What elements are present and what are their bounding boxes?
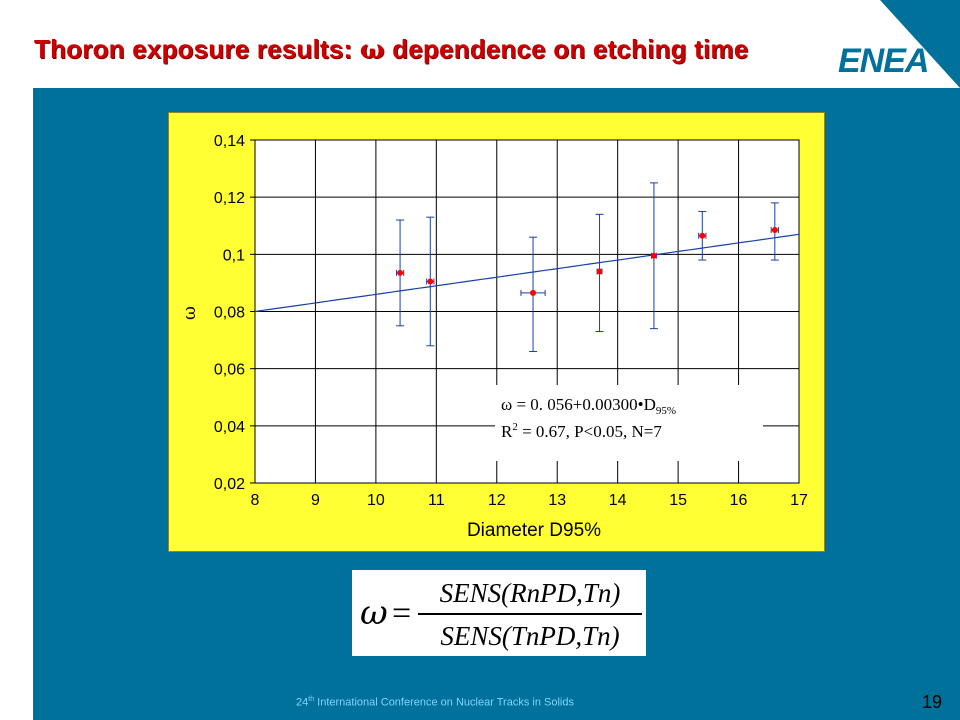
data-point-marker bbox=[427, 278, 434, 285]
fit-equation-omega: ω bbox=[501, 395, 512, 414]
title-omega-symbol: ω bbox=[359, 35, 385, 65]
title-part-1: Thoron exposure results: bbox=[34, 34, 360, 64]
y-tick-label: 0,12 bbox=[214, 190, 245, 207]
conference-footer: 24th International Conference on Nuclear… bbox=[296, 696, 574, 709]
y-tick-label: 0,02 bbox=[214, 476, 245, 493]
x-tick-label: 10 bbox=[367, 492, 385, 509]
data-point-marker bbox=[596, 268, 603, 275]
data-point-marker bbox=[650, 252, 657, 259]
scatter-chart: 8 9 10 11 12 13 14 15 16 17 0,02 0,04 0,06 0,08 0,1 0,1… bbox=[180, 133, 808, 541]
left-margin-strip bbox=[0, 88, 33, 720]
formula-denominator: SENS(TnPD,Tn) bbox=[440, 621, 619, 651]
fit-equation-var: D bbox=[644, 395, 656, 414]
page-number: 19 bbox=[922, 692, 943, 712]
x-axis-label: Diameter D95% bbox=[467, 520, 601, 541]
title-part-2: dependence on etching time bbox=[384, 34, 749, 64]
footer-ordinal: 24 bbox=[296, 696, 309, 709]
fit-equation-subscript: 95% bbox=[656, 405, 676, 417]
data-point bbox=[426, 216, 435, 347]
x-tick-label: 8 bbox=[251, 492, 260, 509]
fit-statistics-line: R2 = 0.67, P<0.05, N=7 bbox=[501, 421, 662, 441]
y-tick-label: 0,08 bbox=[214, 305, 245, 322]
chart-frame: 8 9 10 11 12 13 14 15 16 17 0,02 0,04 0,06 0,08 0,1 0,1… bbox=[168, 112, 825, 552]
fit-equation-dot: • bbox=[638, 395, 644, 414]
y-tick-label: 0,14 bbox=[214, 133, 245, 150]
fit-stat-text: = 0.67, P<0.05, N=7 bbox=[518, 422, 662, 441]
formula-lhs: ω bbox=[360, 593, 388, 633]
data-point bbox=[649, 182, 658, 330]
fit-line-layer bbox=[254, 233, 800, 313]
data-point-marker bbox=[397, 269, 404, 276]
x-tick-label: 11 bbox=[428, 492, 445, 509]
data-point bbox=[595, 213, 604, 333]
data-point bbox=[520, 236, 546, 353]
footer-ordinal-suffix: th bbox=[308, 696, 315, 703]
fit-equation-text: = 0. 056+0.00300 bbox=[512, 395, 637, 414]
y-tick-label: 0,1 bbox=[223, 247, 245, 264]
fit-stat-var: R bbox=[501, 422, 513, 441]
y-tick-label: 0,04 bbox=[214, 419, 245, 436]
data-point-marker bbox=[771, 227, 778, 234]
omega-formula: ω = SENS(RnPD,Tn) SENS(TnPD,Tn) bbox=[360, 578, 642, 651]
fit-line bbox=[254, 233, 800, 313]
data-point-marker bbox=[530, 289, 537, 296]
fit-equation-line: ω = 0. 056+0.00300•D95% bbox=[501, 395, 676, 417]
data-point-layer bbox=[395, 182, 779, 353]
fit-stat-superscript: 2 bbox=[512, 421, 518, 433]
x-tick-label: 9 bbox=[311, 492, 320, 509]
y-tick-label: 0,06 bbox=[214, 362, 245, 379]
footer-text: International Conference on Nuclear Trac… bbox=[314, 696, 574, 709]
data-point bbox=[770, 202, 779, 261]
omega-formula-box: ω = SENS(RnPD,Tn) SENS(TnPD,Tn) bbox=[352, 570, 646, 656]
x-tick-label: 17 bbox=[790, 492, 808, 509]
tick-label-layer: 8 9 10 11 12 13 14 15 16 17 0,02 0,04 0,06 0,08 0,1 0,1… bbox=[214, 133, 808, 509]
x-tick-label: 16 bbox=[730, 492, 748, 509]
formula-numerator: SENS(RnPD,Tn) bbox=[440, 578, 621, 608]
data-point-marker bbox=[699, 232, 706, 239]
y-axis-label: ω bbox=[180, 306, 200, 320]
annotation-box bbox=[495, 385, 763, 461]
x-tick-label: 15 bbox=[669, 492, 687, 509]
logo-lettering: ENEA bbox=[838, 42, 928, 78]
x-tick-label: 12 bbox=[488, 492, 506, 509]
x-tick-label: 14 bbox=[609, 492, 627, 509]
data-point bbox=[698, 210, 707, 261]
slide-title: Thoron exposure results: ω dependence on… bbox=[34, 34, 748, 65]
formula-equals: = bbox=[392, 595, 411, 632]
x-tick-label: 13 bbox=[548, 492, 566, 509]
data-point bbox=[395, 219, 405, 327]
enea-logo: ENEA bbox=[838, 42, 929, 78]
